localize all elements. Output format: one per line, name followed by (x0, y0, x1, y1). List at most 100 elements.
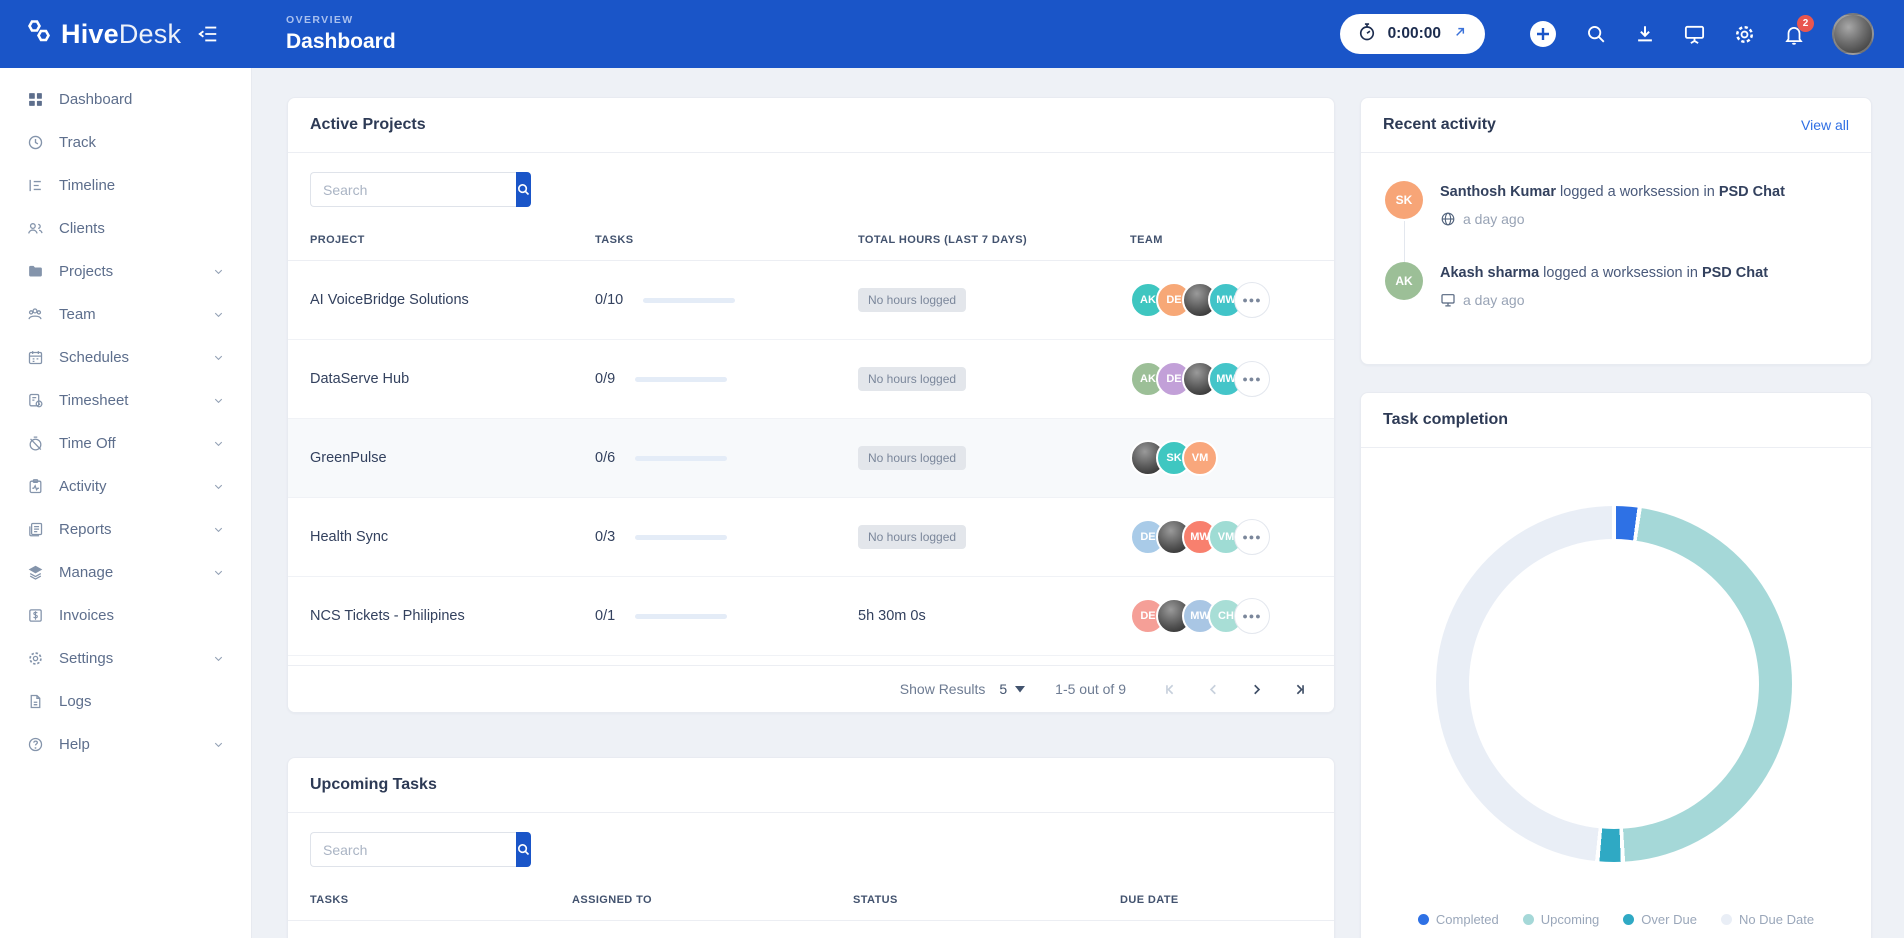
sidebar-item-clients[interactable]: Clients (0, 207, 251, 250)
view-all-link[interactable]: View all (1801, 117, 1849, 133)
screen-share-icon[interactable] (1683, 23, 1706, 46)
col-status: STATUS (853, 894, 898, 906)
chevron-down-icon (212, 652, 225, 665)
legend-item[interactable]: Upcoming (1522, 912, 1600, 927)
project-name: NCS Tickets - Philipines (310, 608, 465, 624)
col-project: PROJECT (310, 234, 365, 246)
monitor-icon (1440, 292, 1456, 308)
notification-bell-icon[interactable]: 2 (1783, 14, 1814, 46)
no-hours-badge: No hours logged (858, 525, 967, 549)
more-members-button[interactable]: ●●● (1234, 598, 1270, 634)
chevron-down-icon (212, 738, 225, 751)
task-row[interactable]: Accuracy ScoringPawan SharmaNo Due Date (288, 921, 1334, 938)
timeoff-icon (26, 435, 44, 452)
timer-widget[interactable]: 0:00:00 (1339, 14, 1485, 54)
team-avatars: DE MW VM ●●● (1130, 519, 1312, 555)
sidebar-item-label: Reports (59, 521, 112, 538)
project-row[interactable]: Health Sync 0/3 No hours logged DE MW VM ●●● (288, 498, 1334, 577)
project-row[interactable]: GreenPulse 0/6 No hours logged SK VM (288, 419, 1334, 498)
sidebar-item-help[interactable]: Help (0, 723, 251, 766)
arrow-up-right-icon[interactable] (1452, 24, 1468, 45)
activity-project: PSD Chat (1701, 265, 1769, 282)
projects-search-button[interactable] (516, 172, 531, 207)
timeline-icon (26, 177, 44, 194)
users-icon (26, 220, 44, 237)
legend-dot (1522, 914, 1534, 925)
legend-dot (1623, 914, 1635, 925)
sidebar-item-schedules[interactable]: Schedules (0, 336, 251, 379)
sidebar-item-label: Schedules (59, 349, 130, 366)
more-members-button[interactable]: ●●● (1234, 282, 1270, 318)
sidebar-item-label: Projects (59, 263, 114, 280)
sidebar-item-label: Manage (59, 564, 114, 581)
more-members-button[interactable]: ●●● (1234, 361, 1270, 397)
caret-down-icon (1015, 685, 1026, 692)
hive-hexagons-icon (24, 19, 54, 50)
hivedesk-logo[interactable]: HiveDesk (24, 19, 181, 50)
legend-item[interactable]: Over Due (1623, 912, 1697, 927)
tasks-count: 0/9 (595, 371, 616, 387)
sidebar-item-label: Clients (59, 220, 105, 237)
previous-page-icon[interactable] (1205, 681, 1222, 698)
next-page-icon[interactable] (1248, 681, 1265, 698)
legend-item[interactable]: Completed (1417, 912, 1499, 927)
projects-search-input[interactable] (310, 172, 516, 207)
task-completion-donut-chart (1436, 506, 1792, 862)
folder-icon (26, 263, 44, 280)
sidebar-item-projects[interactable]: Projects (0, 250, 251, 293)
sidebar-item-team[interactable]: Team (0, 293, 251, 336)
sidebar-item-activity[interactable]: Activity (0, 465, 251, 508)
activity-user: Santhosh Kumar (1440, 184, 1557, 200)
settings-gear-icon[interactable] (1733, 23, 1756, 46)
add-icon[interactable] (1528, 19, 1558, 49)
project-row[interactable]: DataServe Hub 0/9 No hours logged AK DE MW ●●● (288, 340, 1334, 419)
projects-table-header: PROJECT TASKS TOTAL HOURS (LAST 7 DAYS) … (288, 220, 1334, 261)
sidebar-item-track[interactable]: Track (0, 121, 251, 164)
grid-icon (26, 91, 44, 108)
gear-icon (26, 650, 44, 667)
sidebar-item-manage[interactable]: Manage (0, 551, 251, 594)
col-team: TEAM (1130, 234, 1163, 246)
legend-label: Over Due (1641, 912, 1697, 927)
project-row[interactable]: NCS Tickets - Philipines 0/1 5h 30m 0s DE MW… (288, 577, 1334, 656)
no-hours-badge: No hours logged (858, 288, 967, 312)
sidebar-item-timeline[interactable]: Timeline (0, 164, 251, 207)
sidebar-item-label: Settings (59, 650, 114, 667)
help-icon (26, 736, 44, 753)
sidebar-item-logs[interactable]: Logs (0, 680, 251, 723)
chevron-down-icon (212, 308, 225, 321)
sidebar-item-timesheet[interactable]: Timesheet (0, 379, 251, 422)
activity-avatar: AK (1385, 262, 1423, 301)
tasks-search-button[interactable] (516, 832, 531, 867)
chevron-down-icon (212, 566, 225, 579)
page-size-dropdown[interactable]: 5 (999, 681, 1026, 697)
tasks-search-input[interactable] (310, 832, 516, 867)
sidebar-item-time-off[interactable]: Time Off (0, 422, 251, 465)
project-name: DataServe Hub (310, 371, 410, 387)
sidebar-item-settings[interactable]: Settings (0, 637, 251, 680)
breadcrumb-section: OVERVIEW (286, 14, 354, 26)
project-row[interactable]: AI VoiceBridge Solutions 0/10 No hours log… (288, 261, 1334, 340)
download-icon[interactable] (1634, 23, 1656, 45)
last-page-icon[interactable] (1291, 681, 1308, 698)
more-members-button[interactable]: ●●● (1234, 519, 1270, 555)
legend-item[interactable]: No Due Date (1720, 912, 1814, 927)
sidebar-item-label: Timesheet (59, 392, 129, 409)
first-page-icon[interactable] (1162, 681, 1179, 698)
sidebar-item-label: Track (59, 134, 96, 151)
project-name: Health Sync (310, 529, 389, 545)
sidebar-item-dashboard[interactable]: Dashboard (0, 78, 251, 121)
sidebar-item-reports[interactable]: Reports (0, 508, 251, 551)
user-avatar[interactable] (1832, 13, 1874, 55)
active-projects-card: Active Projects PROJECT TASKS TOTAL HOUR… (287, 97, 1335, 713)
page-title: Dashboard (286, 30, 396, 53)
sidebar-item-invoices[interactable]: Invoices (0, 594, 251, 637)
sidebar-item-label: Activity (59, 478, 107, 495)
sidebar-item-label: Help (59, 736, 90, 753)
legend-dot (1720, 914, 1732, 925)
search-icon[interactable] (1585, 23, 1607, 45)
sidebar-toggle-icon[interactable] (197, 23, 219, 45)
team-avatars: DE MW CH ●●● (1130, 598, 1312, 634)
legend-label: Upcoming (1540, 912, 1600, 927)
donut-hole (1469, 539, 1759, 829)
